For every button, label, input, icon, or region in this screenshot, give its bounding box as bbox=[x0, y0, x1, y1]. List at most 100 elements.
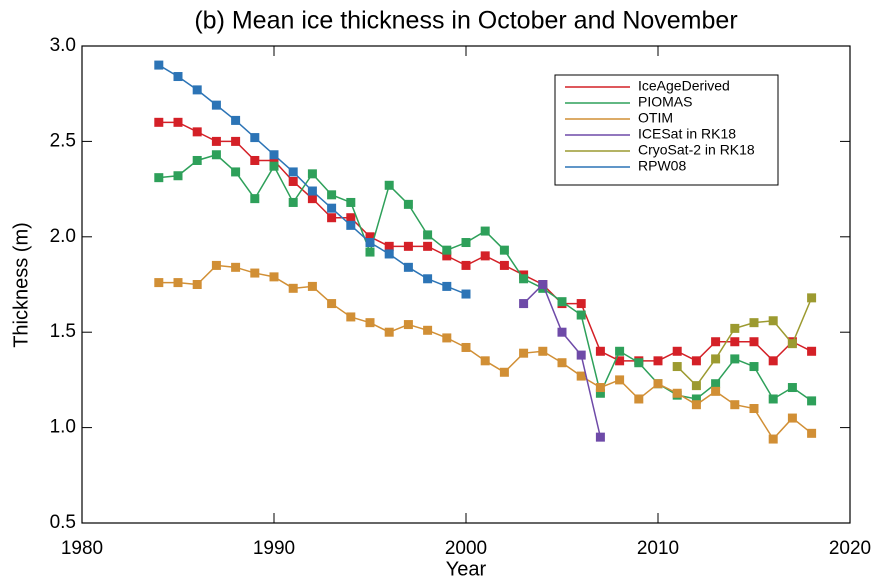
marker bbox=[749, 337, 759, 347]
marker bbox=[250, 155, 260, 165]
y-tick-label: 0.5 bbox=[50, 512, 76, 533]
marker bbox=[269, 161, 279, 171]
marker bbox=[154, 60, 164, 70]
marker bbox=[691, 381, 701, 391]
marker bbox=[231, 136, 241, 146]
marker bbox=[250, 268, 260, 278]
marker bbox=[384, 249, 394, 259]
marker bbox=[211, 260, 221, 270]
marker bbox=[499, 367, 509, 377]
marker bbox=[749, 318, 759, 328]
y-tick-label: 2.5 bbox=[50, 130, 76, 151]
y-tick-label: 1.5 bbox=[50, 321, 76, 342]
marker bbox=[749, 362, 759, 372]
marker bbox=[384, 241, 394, 251]
marker bbox=[442, 245, 452, 255]
marker bbox=[423, 274, 433, 284]
marker bbox=[480, 356, 490, 366]
marker bbox=[327, 203, 337, 213]
marker bbox=[346, 220, 356, 230]
marker bbox=[269, 155, 279, 165]
marker bbox=[711, 386, 721, 396]
marker bbox=[365, 238, 375, 248]
marker bbox=[173, 117, 183, 127]
marker bbox=[691, 394, 701, 404]
marker bbox=[691, 356, 701, 366]
marker bbox=[576, 371, 586, 381]
marker bbox=[327, 213, 337, 223]
legend-label: IceAgeDerived bbox=[638, 78, 730, 94]
marker bbox=[461, 289, 471, 299]
marker bbox=[807, 346, 817, 356]
marker bbox=[768, 356, 778, 366]
marker bbox=[672, 362, 682, 372]
marker bbox=[250, 133, 260, 143]
marker bbox=[442, 281, 452, 291]
marker bbox=[403, 320, 413, 330]
marker bbox=[595, 383, 605, 393]
marker bbox=[807, 293, 817, 303]
marker bbox=[346, 197, 356, 207]
marker bbox=[461, 342, 471, 352]
marker bbox=[403, 262, 413, 272]
marker bbox=[615, 346, 625, 356]
marker bbox=[288, 197, 298, 207]
marker bbox=[807, 428, 817, 438]
legend-label: RPW08 bbox=[638, 158, 686, 174]
marker bbox=[461, 238, 471, 248]
marker bbox=[711, 354, 721, 364]
marker bbox=[173, 171, 183, 181]
marker bbox=[595, 388, 605, 398]
legend-label: ICESat in RK18 bbox=[638, 126, 736, 142]
marker bbox=[269, 272, 279, 282]
marker bbox=[154, 278, 164, 288]
marker bbox=[250, 194, 260, 204]
marker bbox=[307, 194, 317, 204]
marker bbox=[672, 346, 682, 356]
marker bbox=[653, 356, 663, 366]
marker bbox=[231, 115, 241, 125]
marker bbox=[288, 167, 298, 177]
marker bbox=[730, 337, 740, 347]
marker bbox=[403, 241, 413, 251]
marker bbox=[173, 278, 183, 288]
marker bbox=[749, 404, 759, 414]
marker bbox=[480, 251, 490, 261]
marker bbox=[576, 299, 586, 309]
x-axis-label: Year bbox=[446, 558, 487, 580]
marker bbox=[634, 394, 644, 404]
x-tick-label: 2020 bbox=[829, 538, 871, 559]
series-line bbox=[158, 264, 813, 441]
marker bbox=[519, 274, 529, 284]
marker bbox=[807, 396, 817, 406]
marker bbox=[730, 400, 740, 410]
marker bbox=[231, 262, 241, 272]
legend-label: OTIM bbox=[638, 110, 673, 126]
marker bbox=[173, 72, 183, 82]
marker bbox=[538, 280, 548, 289]
x-tick-label: 1990 bbox=[253, 538, 295, 559]
marker bbox=[423, 241, 433, 251]
marker bbox=[211, 136, 221, 146]
marker bbox=[154, 173, 164, 183]
marker bbox=[634, 358, 644, 368]
marker bbox=[192, 155, 202, 165]
marker bbox=[403, 199, 413, 209]
marker bbox=[557, 297, 567, 307]
marker bbox=[269, 150, 279, 160]
marker bbox=[327, 190, 337, 200]
legend-label: CryoSat-2 in RK18 bbox=[638, 142, 755, 158]
marker bbox=[307, 169, 317, 179]
marker bbox=[384, 327, 394, 337]
marker bbox=[211, 100, 221, 110]
marker bbox=[327, 299, 337, 309]
x-tick-label: 2010 bbox=[637, 538, 679, 559]
marker bbox=[346, 213, 356, 223]
marker bbox=[423, 230, 433, 240]
marker bbox=[442, 251, 452, 261]
marker bbox=[615, 356, 625, 366]
marker bbox=[288, 176, 298, 186]
y-tick-label: 2.0 bbox=[50, 226, 76, 247]
series-line bbox=[158, 64, 467, 295]
marker bbox=[538, 346, 548, 356]
